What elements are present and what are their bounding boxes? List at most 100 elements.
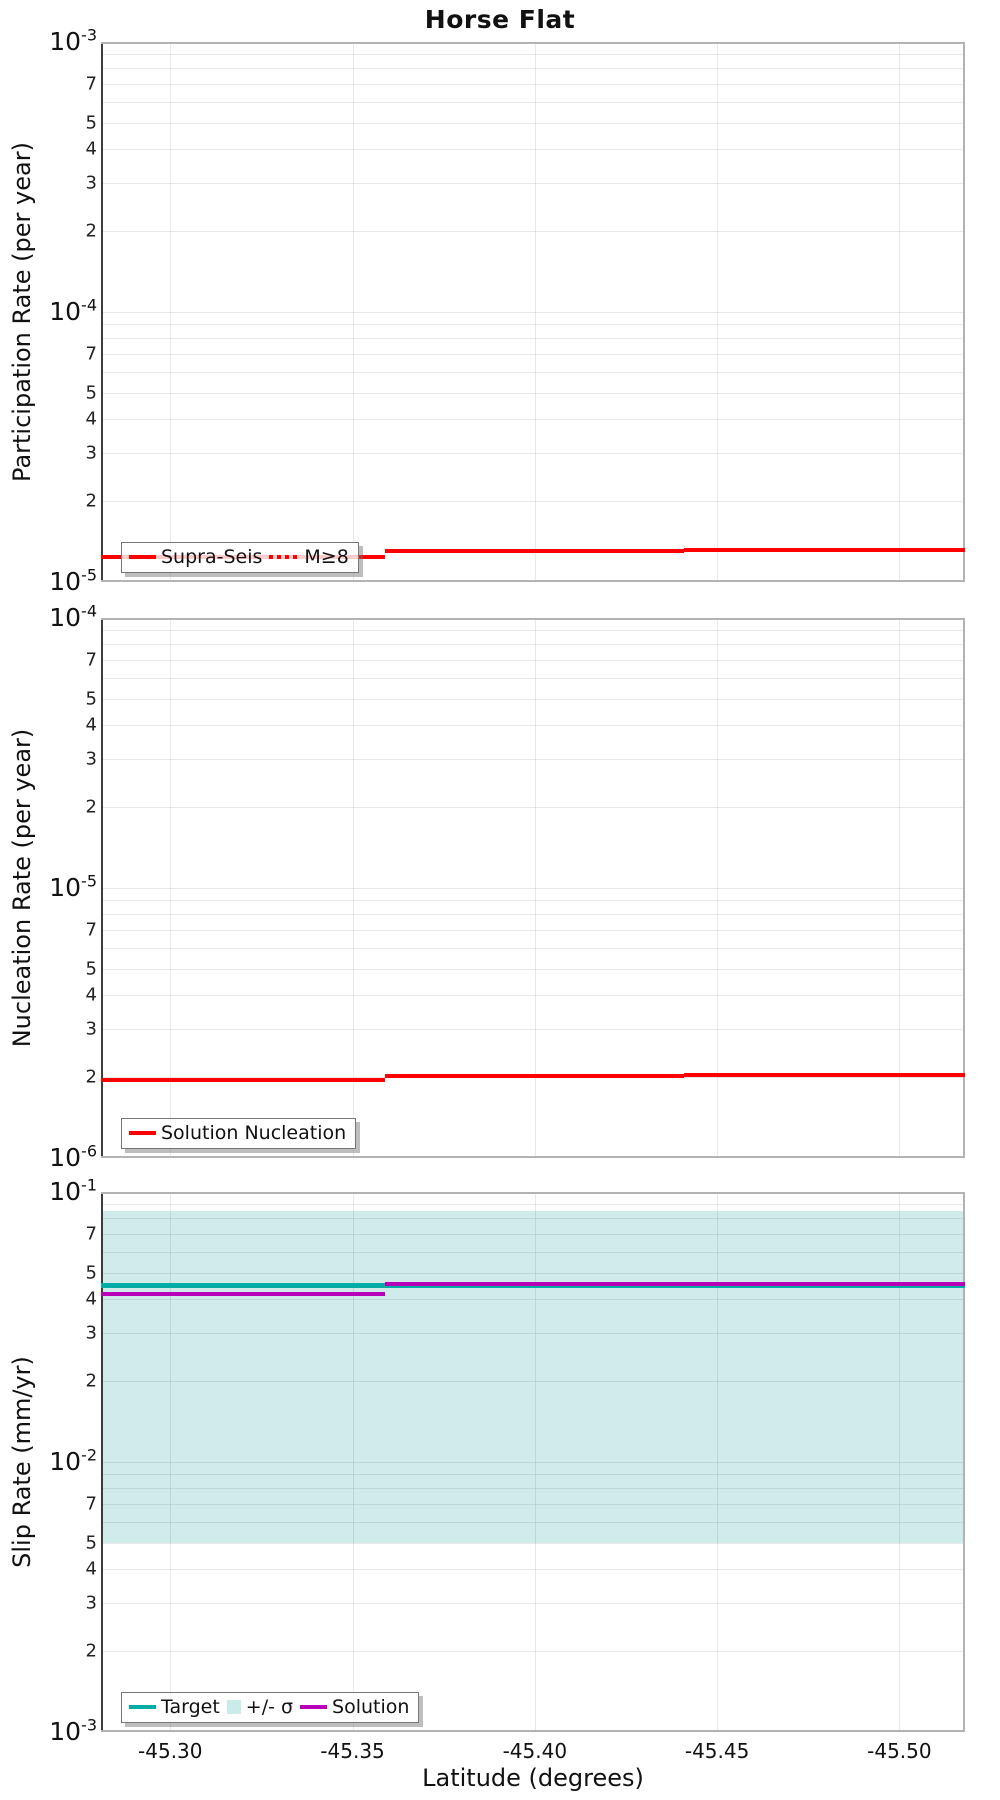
legend-item-sigma: +/- σ bbox=[226, 1696, 294, 1718]
y-gridline bbox=[101, 995, 965, 997]
series-line-solution bbox=[385, 1282, 965, 1287]
m8-dotted-line-swatch bbox=[269, 555, 300, 559]
y-gridline bbox=[101, 1503, 965, 1505]
y-gridline bbox=[101, 644, 965, 646]
y-gridline bbox=[101, 68, 965, 70]
y-gridline bbox=[101, 929, 965, 931]
panel-slip-rate: Target +/- σ Solution bbox=[101, 1192, 965, 1732]
y-minor-tick-label: 4 bbox=[85, 714, 97, 736]
y-gridline bbox=[101, 419, 965, 421]
y-gridline bbox=[101, 353, 965, 355]
y-gridline bbox=[101, 1569, 965, 1571]
legend-nucleation: Solution Nucleation bbox=[121, 1118, 357, 1149]
x-gridline bbox=[170, 42, 172, 582]
y-gridline bbox=[101, 630, 965, 632]
y-gridline bbox=[101, 806, 965, 808]
y-tick-label: 10-3 bbox=[49, 25, 97, 56]
legend-label-target: Target bbox=[161, 1696, 220, 1718]
legend-item-solution-nucleation: Solution Nucleation bbox=[129, 1122, 346, 1144]
y-gridline bbox=[101, 324, 965, 326]
series-line-solution-nucleation bbox=[684, 1072, 965, 1077]
series-line-m-8 bbox=[385, 549, 685, 554]
y-gridline bbox=[101, 1333, 965, 1335]
y-minor-tick-label: 3 bbox=[85, 1592, 97, 1614]
series-line-solution-nucleation bbox=[101, 1077, 386, 1082]
legend-slip-rate: Target +/- σ Solution bbox=[121, 1692, 420, 1723]
y-minor-tick-label: 2 bbox=[85, 1640, 97, 1662]
y-minor-tick-label: 5 bbox=[85, 688, 97, 710]
legend-item-solution: Solution bbox=[300, 1696, 409, 1718]
axis-spine bbox=[101, 1192, 103, 1732]
y-minor-tick-label: 7 bbox=[85, 919, 97, 941]
x-gridline bbox=[534, 1192, 536, 1732]
y-gridline bbox=[101, 1029, 965, 1031]
y-gridline bbox=[101, 183, 965, 185]
y-gridline bbox=[101, 1543, 965, 1545]
y-tick-label: 10-4 bbox=[49, 295, 97, 326]
y-gridline bbox=[101, 1650, 965, 1652]
x-tick-label: -45.40 bbox=[502, 1739, 568, 1763]
y-minor-tick-label: 4 bbox=[85, 1558, 97, 1580]
x-gridline bbox=[899, 42, 901, 582]
panel-nucleation-rate: Solution Nucleation bbox=[101, 618, 965, 1158]
axis-spine bbox=[963, 42, 965, 582]
panel-participation-rate: Supra-Seis M≥8 bbox=[101, 42, 965, 582]
y-gridline bbox=[101, 659, 965, 661]
target-line-swatch bbox=[129, 1705, 156, 1709]
legend-label-solution-nucleation: Solution Nucleation bbox=[161, 1122, 347, 1144]
x-gridline bbox=[717, 618, 719, 1158]
y-tick-label: 10-2 bbox=[49, 1445, 97, 1476]
y-gridline bbox=[101, 453, 965, 455]
y-minor-tick-label: 7 bbox=[85, 649, 97, 671]
legend-item-m8: M≥8 bbox=[269, 546, 349, 568]
y-gridline bbox=[101, 312, 965, 313]
y-minor-tick-label: 5 bbox=[85, 382, 97, 404]
x-gridline bbox=[717, 42, 719, 582]
legend-label-supra-seis: Supra-Seis bbox=[161, 546, 263, 568]
x-tick-label: -45.35 bbox=[320, 1739, 385, 1763]
y-gridline bbox=[101, 371, 965, 373]
legend-label-sigma: +/- σ bbox=[245, 1696, 294, 1718]
y-tick-label: 10-5 bbox=[49, 565, 97, 596]
solution-line-swatch bbox=[300, 1705, 328, 1709]
y-minor-tick-label: 7 bbox=[85, 73, 97, 95]
y-minor-tick-label: 7 bbox=[85, 1493, 97, 1515]
y-minor-tick-label: 5 bbox=[85, 112, 97, 134]
sigma-band-swatch bbox=[226, 1700, 241, 1714]
series-line-solution-nucleation bbox=[385, 1073, 685, 1078]
axis-spine bbox=[101, 1192, 965, 1194]
y-gridline bbox=[101, 1273, 965, 1275]
y-minor-tick-label: 7 bbox=[85, 343, 97, 365]
y-gridline bbox=[101, 1218, 965, 1220]
y-minor-tick-label: 2 bbox=[85, 490, 97, 512]
y-gridline bbox=[101, 1521, 965, 1523]
y-gridline bbox=[101, 699, 965, 701]
legend-label-m8: M≥8 bbox=[304, 546, 349, 568]
y-gridline bbox=[101, 969, 965, 971]
x-tick-label: -45.45 bbox=[684, 1739, 750, 1763]
y-tick-label: 10-5 bbox=[49, 871, 97, 902]
y-tick-label: 10-1 bbox=[49, 1175, 97, 1206]
y-gridline bbox=[101, 500, 965, 502]
y-gridline bbox=[101, 338, 965, 340]
axis-spine bbox=[101, 42, 965, 44]
x-gridline bbox=[534, 618, 536, 1158]
y-gridline bbox=[101, 759, 965, 761]
axis-spine bbox=[101, 580, 965, 582]
y-minor-tick-label: 2 bbox=[85, 1066, 97, 1088]
y-minor-tick-label: 2 bbox=[85, 796, 97, 818]
x-gridline bbox=[899, 618, 901, 1158]
series-line-m-8 bbox=[684, 548, 965, 553]
y-tick-label: 10-4 bbox=[49, 601, 97, 632]
x-tick-label: -45.50 bbox=[867, 1739, 932, 1763]
y-gridline bbox=[101, 1299, 965, 1301]
y-minor-tick-label: 3 bbox=[85, 442, 97, 464]
y-gridline bbox=[101, 947, 965, 949]
y-minor-tick-label: 3 bbox=[85, 172, 97, 194]
y-gridline bbox=[101, 1204, 965, 1206]
solution-nucleation-line-swatch bbox=[129, 1131, 156, 1135]
y-gridline bbox=[101, 1462, 965, 1463]
axis-spine bbox=[101, 618, 103, 1158]
y-minor-tick-label: 4 bbox=[85, 408, 97, 430]
